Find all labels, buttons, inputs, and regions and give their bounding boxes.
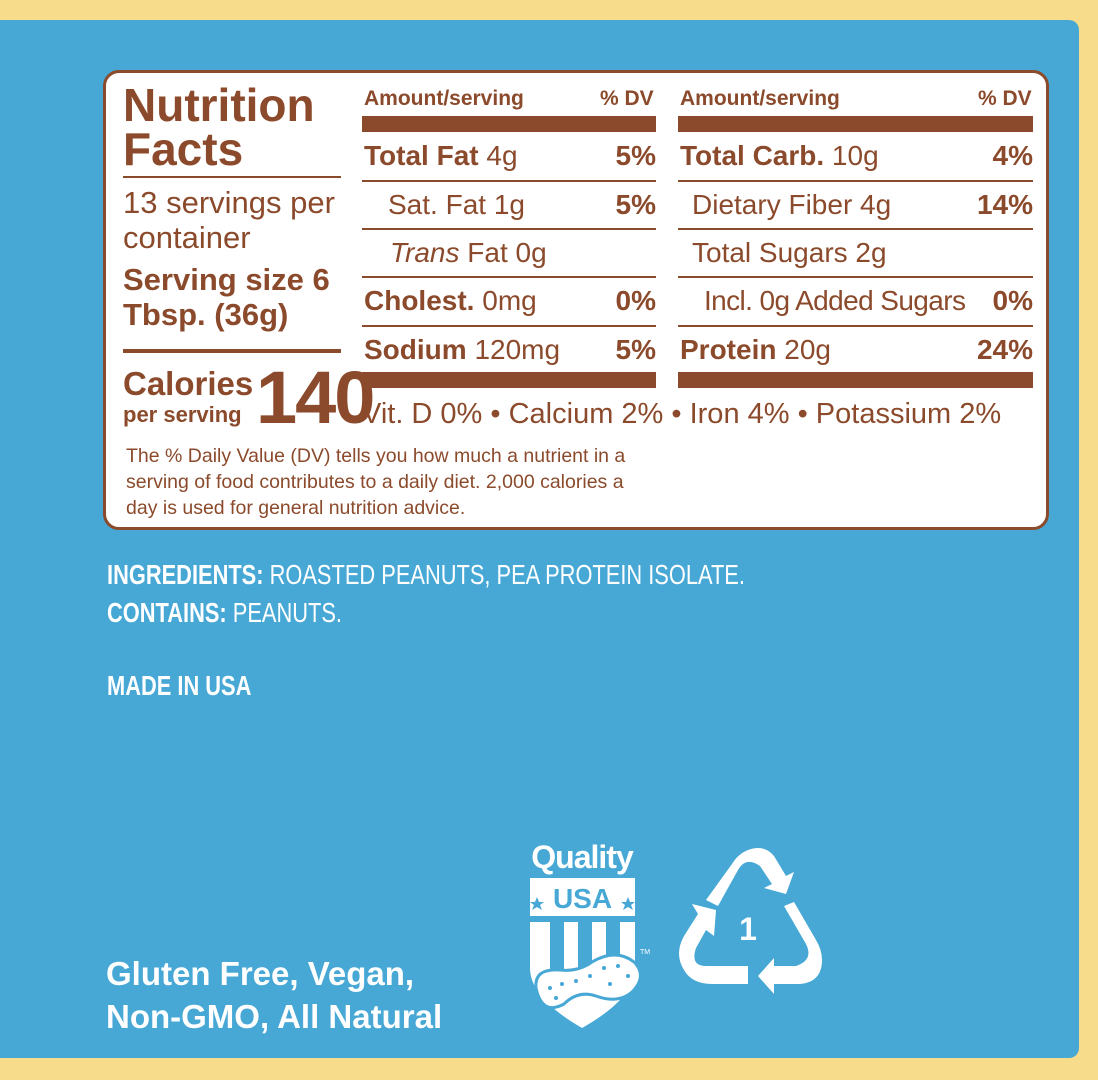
divider	[362, 228, 656, 230]
ingredients-block: INGREDIENTS: ROASTED PEANUTS, PEA PROTEI…	[107, 556, 745, 632]
divider	[678, 180, 1033, 182]
left-amount-header: Amount/serving	[364, 87, 524, 110]
row-dietary-fiber: Dietary Fiber 4g	[692, 189, 892, 220]
calories-sub-label: per serving	[123, 402, 242, 427]
divider	[362, 180, 656, 182]
row-protein: Protein 20g	[680, 334, 831, 365]
dv-cholesterol: 0%	[615, 285, 656, 316]
divider	[362, 276, 656, 278]
divider	[678, 276, 1033, 278]
right-dv-header: % DV	[978, 87, 1032, 110]
dv-sodium: 5%	[615, 334, 656, 365]
divider	[123, 176, 341, 178]
recycle-code: 1	[739, 911, 757, 947]
serving-size: Serving size 6 Tbsp. (36g)	[123, 262, 330, 332]
right-amount-header: Amount/serving	[680, 87, 840, 110]
left-bottom-thick-rule	[362, 372, 656, 388]
divider	[123, 349, 341, 353]
row-total-carb: Total Carb. 10g	[680, 140, 879, 171]
recycle-1-icon: 1	[679, 848, 822, 994]
nutrition-facts-title: Nutrition Facts	[123, 79, 315, 175]
dv-dietary-fiber: 14%	[976, 189, 1033, 220]
row-trans-fat: Trans Fat 0g	[390, 237, 547, 268]
quality-usa-peanut-badge-icon: Quality USA TM	[530, 839, 650, 1028]
dv-total-carb: 4%	[992, 140, 1033, 171]
divider	[362, 325, 656, 327]
dv-total-fat: 5%	[615, 140, 656, 171]
daily-value-footnote: The % Daily Value (DV) tells you how muc…	[126, 445, 626, 519]
divider	[678, 325, 1033, 327]
calories-label: Calories	[123, 365, 254, 402]
dv-protein: 24%	[976, 334, 1033, 365]
divider	[678, 228, 1033, 230]
row-added-sugars: Incl. 0g Added Sugars	[704, 285, 966, 316]
servings-per-container: 13 servings per container	[123, 185, 335, 255]
left-thick-rule	[362, 116, 656, 132]
left-dv-header: % DV	[600, 87, 654, 110]
dv-sat-fat: 5%	[615, 189, 656, 220]
nutrition-facts-label: Nutrition Facts 13 servings per containe…	[103, 70, 1049, 530]
product-claims: Gluten Free, Vegan, Non-GMO, All Natural	[106, 955, 443, 1035]
ingredients-line: INGREDIENTS: ROASTED PEANUTS, PEA PROTEI…	[107, 559, 745, 590]
right-bottom-thick-rule	[678, 372, 1033, 388]
badge-trademark: TM	[640, 949, 650, 956]
badge-usa-text: USA	[553, 883, 612, 914]
right-thick-rule	[678, 116, 1033, 132]
row-total-sugars: Total Sugars 2g	[692, 237, 887, 268]
row-cholesterol: Cholest. 0mg	[364, 285, 537, 316]
dv-added-sugars: 0%	[992, 285, 1033, 316]
badge-quality-text: Quality	[531, 839, 634, 875]
row-total-fat: Total Fat 4g	[364, 140, 518, 171]
row-sodium: Sodium 120mg	[364, 334, 561, 365]
vitamins-minerals-line: Vit. D 0% • Calcium 2% • Iron 4% • Potas…	[362, 398, 1002, 430]
made-in-usa: MADE IN USA	[107, 670, 252, 701]
row-sat-fat: Sat. Fat 1g	[388, 189, 525, 220]
contains-line: CONTAINS: PEANUTS.	[107, 597, 342, 628]
calories-value: 140	[256, 356, 375, 439]
